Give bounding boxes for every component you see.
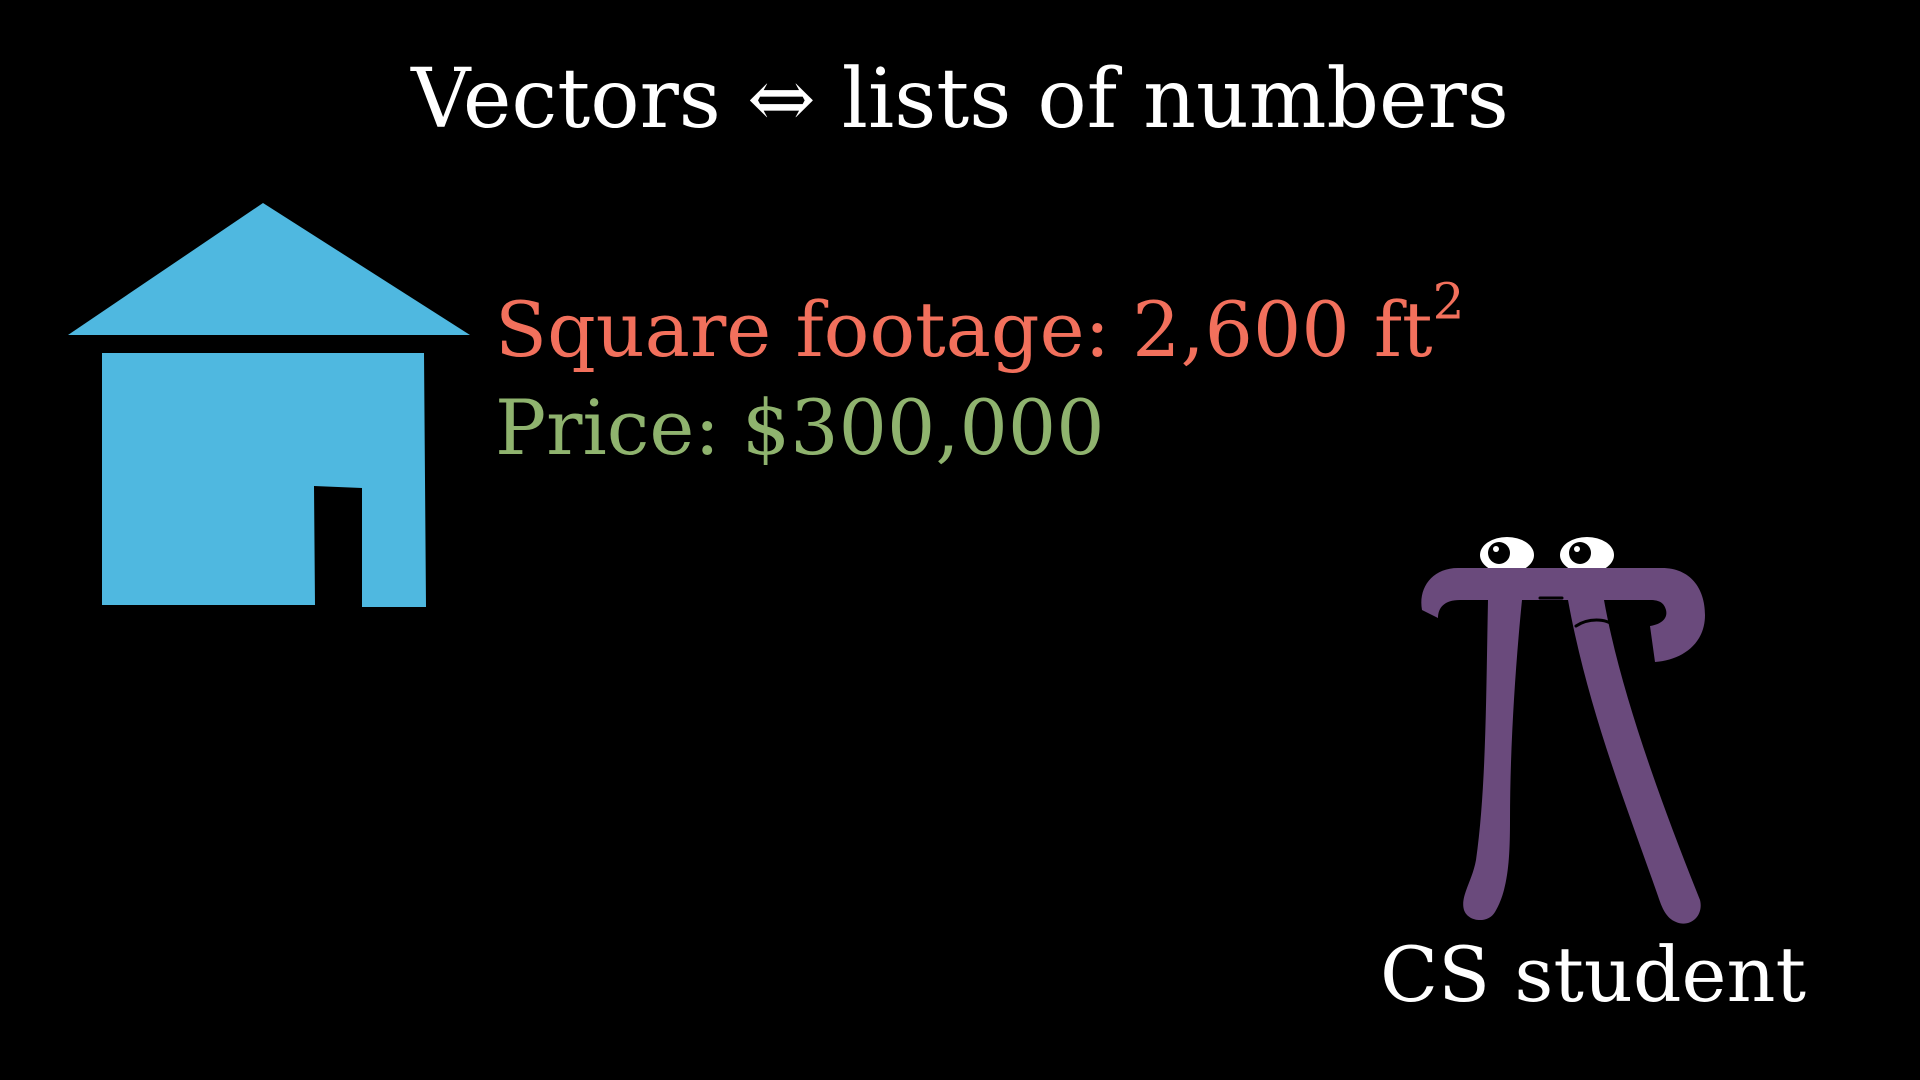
pi-creature-icon: [1421, 537, 1705, 924]
pi-body: [1421, 568, 1705, 924]
square-footage-line: Square footage: 2,600 ft2: [495, 277, 1464, 375]
price-label: Price:: [495, 383, 720, 472]
hand: [1574, 618, 1616, 628]
double-arrow-icon: ⇔: [746, 52, 816, 147]
title-right: lists of numbers: [841, 52, 1509, 147]
square-footage-exponent: 2: [1432, 272, 1465, 331]
square-footage-label: Square footage:: [495, 285, 1111, 374]
house-body: [102, 353, 426, 607]
eyes: [1480, 537, 1614, 573]
title-left: Vectors: [411, 52, 721, 147]
left-pupil: [1488, 542, 1510, 564]
square-footage-value: 2,600 ft: [1132, 285, 1433, 374]
price-line: Price: $300,000: [495, 383, 1105, 473]
character-caption: CS student: [1380, 930, 1806, 1019]
house-roof: [68, 203, 470, 335]
right-pupil: [1569, 542, 1591, 564]
house-icon: [68, 203, 470, 607]
price-value: $300,000: [741, 383, 1105, 472]
title: Vectors ⇔ lists of numbers: [0, 50, 1920, 150]
